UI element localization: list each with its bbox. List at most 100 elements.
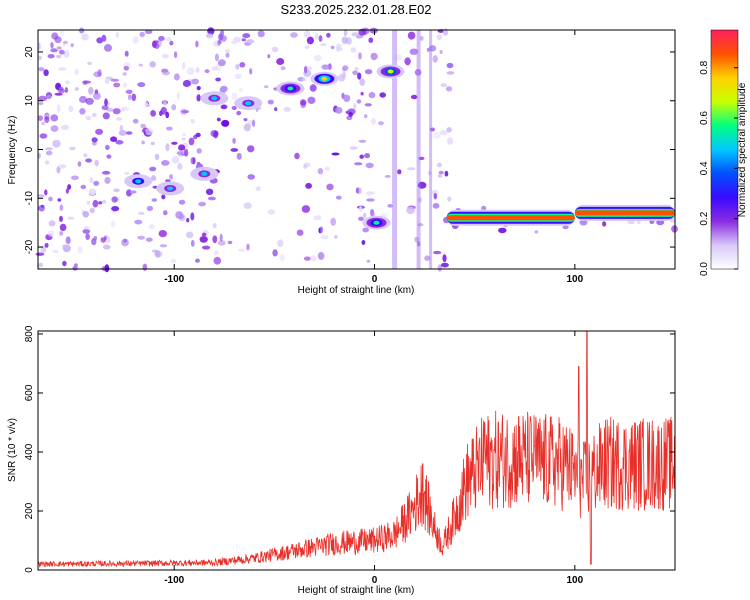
heatmap-noise-speck: [326, 32, 331, 38]
snr-y-axis: 0 200 400 600 800: [24, 325, 675, 573]
heatmap-noise-speck: [414, 236, 420, 243]
heatmap-noise-speck: [432, 189, 439, 196]
heatmap-noise-speck: [171, 141, 178, 145]
heatmap-background: [38, 30, 675, 269]
heatmap-noise-speck: [155, 250, 161, 258]
heatmap-noise-speck: [305, 182, 312, 189]
heatmap-noise-speck: [39, 133, 48, 139]
heatmap-noise-speck: [246, 243, 250, 251]
heatmap-noise-speck: [442, 28, 449, 36]
heatmap-noise-speck: [41, 121, 45, 126]
snr-x-axis-title: Height of straight line (km): [298, 585, 415, 596]
heatmap-noise-speck: [96, 37, 104, 44]
heatmap-features-layer: [124, 30, 675, 269]
heatmap-noise-speck: [237, 248, 246, 252]
heatmap-noise-speck: [232, 137, 236, 144]
heatmap-noise-speck: [43, 69, 49, 77]
heatmap-noise-speck: [145, 127, 154, 136]
colorbar-tick-label: 0.2: [699, 211, 710, 225]
heatmap-noise-speck: [368, 91, 376, 99]
heatmap-noise-speck: [37, 55, 43, 60]
heatmap-band: [574, 204, 675, 221]
heatmap-noise-speck: [80, 184, 87, 190]
heatmap-noise-speck: [182, 61, 186, 70]
heatmap-noise-speck: [63, 40, 68, 45]
heatmap-noise-speck: [166, 126, 173, 131]
heatmap-noise-speck: [267, 209, 276, 215]
heatmap-noise-speck: [113, 82, 121, 88]
heatmap-noise-speck: [357, 72, 362, 80]
heatmap-noise-speck: [104, 176, 111, 184]
heatmap-noise-speck: [125, 89, 133, 95]
heatmap-noise-speck: [59, 215, 63, 222]
heatmap-noise-speck: [432, 55, 438, 63]
heatmap-noise-speck: [342, 71, 346, 80]
heatmap-noise-speck: [370, 52, 378, 61]
heatmap-noise-speck: [144, 102, 149, 106]
heatmap-noise-speck: [193, 134, 198, 140]
heatmap-noise-speck: [202, 245, 211, 250]
heatmap-noise-speck: [123, 65, 129, 71]
heatmap-noise-speck: [354, 162, 363, 166]
heatmap-noise-speck: [195, 258, 200, 263]
heatmap-noise-speck: [163, 210, 168, 216]
heatmap-noise-speck: [116, 117, 123, 121]
heatmap-noise-speck: [343, 28, 348, 37]
heatmap-noise-speck: [433, 250, 442, 255]
heatmap-noise-speck: [60, 124, 70, 130]
heatmap-noise-speck: [296, 229, 304, 236]
heatmap-noise-speck: [137, 82, 146, 88]
heatmap-noise-speck: [44, 160, 50, 165]
heatmap-noise-speck: [62, 260, 67, 267]
heatmap-noise-speck: [192, 157, 196, 165]
heatmap-noise-speck: [144, 29, 153, 34]
heatmap-noise-speck: [317, 251, 325, 260]
colorbar-gradient: [710, 29, 739, 270]
heatmap-noise-speck: [119, 124, 124, 132]
heatmap-noise-speck: [303, 30, 311, 38]
heatmap-noise-speck: [132, 118, 139, 124]
heatmap-noise-speck: [101, 105, 109, 111]
heatmap-noise-speck: [231, 92, 238, 100]
heatmap-noise-speck: [101, 34, 107, 42]
heatmap-noise-speck: [87, 61, 92, 65]
heatmap-noise-speck: [72, 266, 78, 271]
heatmap-noise-speck: [121, 106, 130, 112]
heatmap-noise-speck: [304, 45, 310, 50]
heatmap-noise-speck: [59, 223, 67, 232]
heatmap-noise-speck: [122, 72, 127, 76]
heatmap-noise-speck: [365, 162, 374, 169]
heatmap-noise-speck: [48, 220, 56, 227]
heatmap-noise-speck: [429, 127, 435, 132]
heatmap-noise-speck: [137, 211, 145, 215]
heatmap-noise-speck: [364, 69, 373, 75]
heatmap-noise-speck: [138, 63, 144, 67]
heatmap-noise-speck: [122, 82, 127, 88]
heatmap-noise-speck: [81, 33, 89, 41]
heatmap-noise-speck: [334, 235, 338, 239]
heatmap-x-tick-label: -100: [164, 274, 184, 285]
heatmap-noise-speck: [186, 218, 190, 223]
heatmap-noise-speck: [330, 45, 335, 50]
heatmap-noise-speck: [173, 73, 180, 81]
heatmap-noise-speck: [220, 29, 225, 37]
heatmap-noise-speck: [36, 194, 45, 198]
heatmap-noise-speck: [174, 51, 178, 59]
heatmap-noise-speck: [196, 86, 201, 91]
heatmap-noise-speck: [313, 215, 322, 221]
heatmap-noise-speck: [498, 227, 507, 234]
heatmap-noise-speck: [38, 67, 45, 72]
heatmap-noise-speck: [378, 121, 384, 126]
heatmap-noise-speck: [93, 71, 102, 78]
heatmap-noise-speck: [124, 171, 130, 175]
heatmap-noise-speck: [45, 150, 53, 156]
heatmap-noise-speck: [212, 235, 218, 244]
heatmap-noise-speck: [56, 46, 62, 50]
heatmap-noise-speck: [125, 131, 133, 135]
heatmap-x-tick-label: 0: [372, 274, 378, 285]
heatmap-noise-speck: [183, 148, 189, 157]
heatmap-noise-speck: [82, 211, 90, 218]
heatmap-noise-speck: [320, 235, 329, 240]
heatmap-noise-speck: [59, 49, 65, 55]
heatmap-noise-speck: [93, 92, 101, 100]
